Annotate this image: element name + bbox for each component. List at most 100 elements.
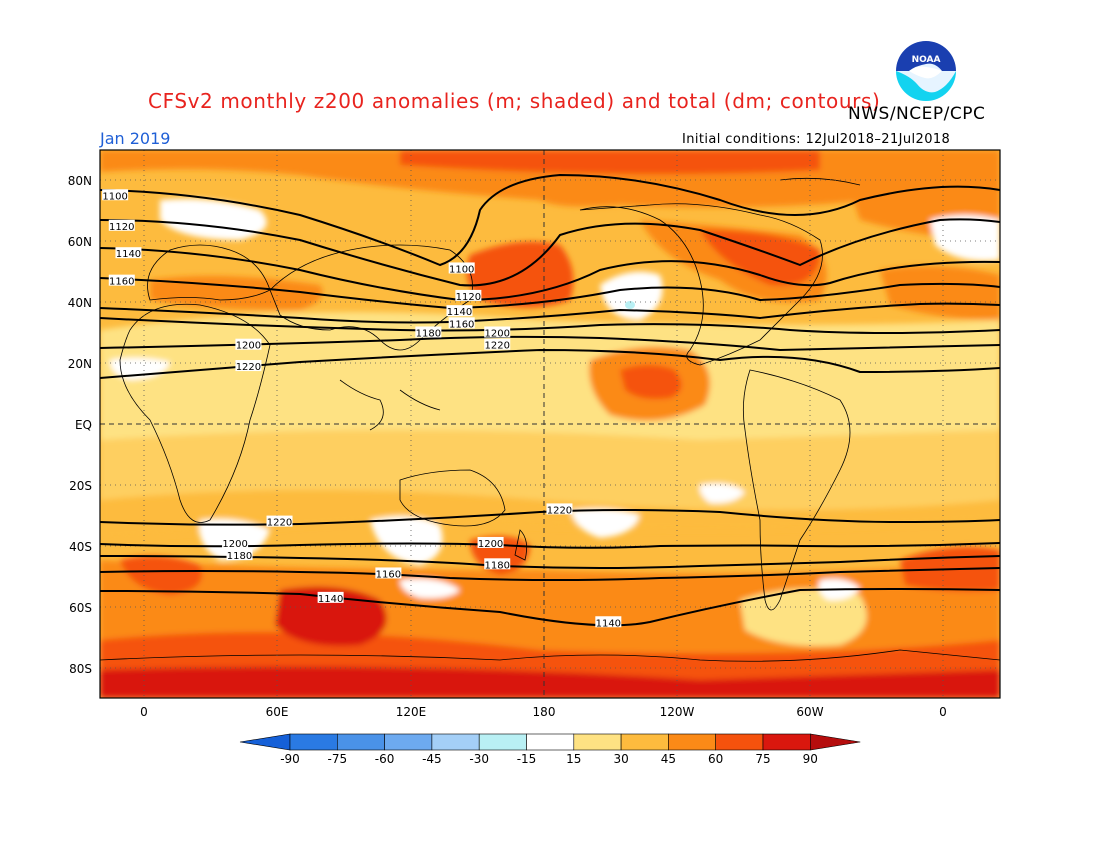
contour-label-text: 1220 xyxy=(267,518,292,529)
contour-label: 1120 xyxy=(455,289,482,303)
colorbar-swatch xyxy=(715,733,764,751)
lon-tick-label: 180 xyxy=(533,705,556,719)
contour-label: 1200 xyxy=(222,536,249,550)
colorbar-tick-label: 30 xyxy=(613,752,628,766)
contour-label-text: 1140 xyxy=(116,249,141,260)
colorbar-swatch xyxy=(573,733,622,751)
colorbar-tick-label: -30 xyxy=(469,752,489,766)
contour-label-bg xyxy=(455,289,482,301)
lat-tick-label: 60S xyxy=(69,601,92,615)
lat-tick-label: 80S xyxy=(69,662,92,676)
colorbar-tick-label: 15 xyxy=(566,752,581,766)
colorbar-swatch xyxy=(289,733,338,751)
contour-label: 1100 xyxy=(448,262,475,275)
contour-label-bg xyxy=(448,317,475,329)
colorbar-swatch xyxy=(384,733,433,751)
chart-title: CFSv2 monthly z200 anomalies (m; shaded)… xyxy=(148,89,881,113)
lon-axis: 0 60E 120E 180 120W 60W 0 xyxy=(140,705,947,719)
contour-label: 1200 xyxy=(235,338,262,352)
contour-label: 1140 xyxy=(595,616,622,629)
contour-label: 1220 xyxy=(546,503,573,516)
contour-label-bg xyxy=(108,274,135,286)
contour-label-bg xyxy=(484,326,511,338)
colorbar-right-arrow xyxy=(809,733,861,751)
colorbar-tick-label: 60 xyxy=(708,752,723,766)
colorbar-swatch xyxy=(336,733,385,751)
contour-label: 1160 xyxy=(448,317,475,330)
colorbar-tick-label: -75 xyxy=(327,752,347,766)
colorbar-left-arrow xyxy=(239,733,291,751)
colorbar-swatch xyxy=(620,733,669,751)
lat-tick-label: 40S xyxy=(69,540,92,554)
contour-label-text: 1160 xyxy=(449,319,474,330)
contour-label: 1200 xyxy=(477,536,504,550)
colorbar xyxy=(239,733,861,751)
lat-tick-label: 40N xyxy=(68,296,92,310)
lat-tick-label: 20N xyxy=(68,357,92,371)
lat-tick-label: EQ xyxy=(75,418,92,432)
lon-tick-label: 0 xyxy=(140,705,148,719)
contour-label-text: 1160 xyxy=(109,277,134,288)
colorbar-tick-label: 90 xyxy=(803,752,818,766)
contour-label: 1140 xyxy=(317,591,344,605)
contour-label-bg xyxy=(595,616,622,628)
contour-label-bg xyxy=(484,338,511,350)
colorbar-tick-label: -90 xyxy=(280,752,300,766)
contour-label-text: 1180 xyxy=(485,560,510,571)
contour-label-bg xyxy=(484,558,511,570)
contour-label-bg xyxy=(115,247,142,259)
contour-label-bg xyxy=(446,305,473,317)
noaa-logo-icon: NOAA xyxy=(896,41,956,101)
lon-tick-label: 120W xyxy=(660,705,695,719)
contour-label-text: 1140 xyxy=(447,307,472,318)
contour-label-bg xyxy=(448,262,475,274)
lon-tick-label: 0 xyxy=(939,705,947,719)
lat-axis: 80N 60N 40N 20N EQ 20S 40S 60S 80S xyxy=(68,174,92,676)
contour-label-text: 1140 xyxy=(596,618,621,629)
contour-label-text: 1180 xyxy=(227,551,252,562)
lon-tick-label: 60W xyxy=(796,705,823,719)
contour-label-bg xyxy=(415,326,442,338)
colorbar-tick-label: 45 xyxy=(661,752,676,766)
colorbar-tick-label: -60 xyxy=(375,752,395,766)
contour-label: 1160 xyxy=(375,567,402,580)
contour-label: 1100 xyxy=(102,189,129,202)
contour-label-text: 1200 xyxy=(236,341,261,352)
contour-label-bg xyxy=(235,338,262,350)
agency-label: NWS/NCEP/CPC xyxy=(848,104,986,124)
colorbar-swatch xyxy=(526,733,575,751)
contour-label-text: 1100 xyxy=(102,191,127,202)
contour-label-bg xyxy=(108,219,135,231)
contour-label: 1220 xyxy=(266,515,293,529)
contour-label-bg xyxy=(477,536,504,548)
colorbar-tick-label: -15 xyxy=(517,752,537,766)
contour-label-bg xyxy=(222,536,249,548)
colorbar-swatch xyxy=(668,733,717,751)
lon-tick-label: 120E xyxy=(396,705,427,719)
contour-label: 1180 xyxy=(415,326,442,340)
contour-label: 1120 xyxy=(108,219,135,233)
contour-label-bg xyxy=(317,591,344,603)
colorbar-tick-label: -45 xyxy=(422,752,442,766)
contour-label: 1140 xyxy=(115,247,142,260)
colorbar-labels: -90 -75 -60 -45 -30 -15 15 30 45 60 75 90 xyxy=(280,752,818,766)
contour-label-text: 1140 xyxy=(318,594,343,605)
colorbar-swatch xyxy=(478,733,527,751)
svg-text:NOAA: NOAA xyxy=(912,55,941,65)
height-contours xyxy=(100,173,1000,627)
contour-label: 1160 xyxy=(108,274,135,288)
contour-label-bg xyxy=(375,567,402,579)
contour-label: 1220 xyxy=(235,360,262,373)
contour-label-text: 1200 xyxy=(222,539,247,550)
contour-label-bg xyxy=(235,360,262,372)
colorbar-tick-label: 75 xyxy=(755,752,770,766)
lon-tick-label: 60E xyxy=(266,705,289,719)
initial-conditions: Initial conditions: 12Jul2018–21Jul2018 xyxy=(682,132,951,147)
contour-label-text: 1100 xyxy=(449,264,474,275)
contour-label-text: 1200 xyxy=(478,539,503,550)
lat-tick-label: 60N xyxy=(68,235,92,249)
reference-lines xyxy=(100,150,1000,698)
map-frame xyxy=(99,149,1001,699)
